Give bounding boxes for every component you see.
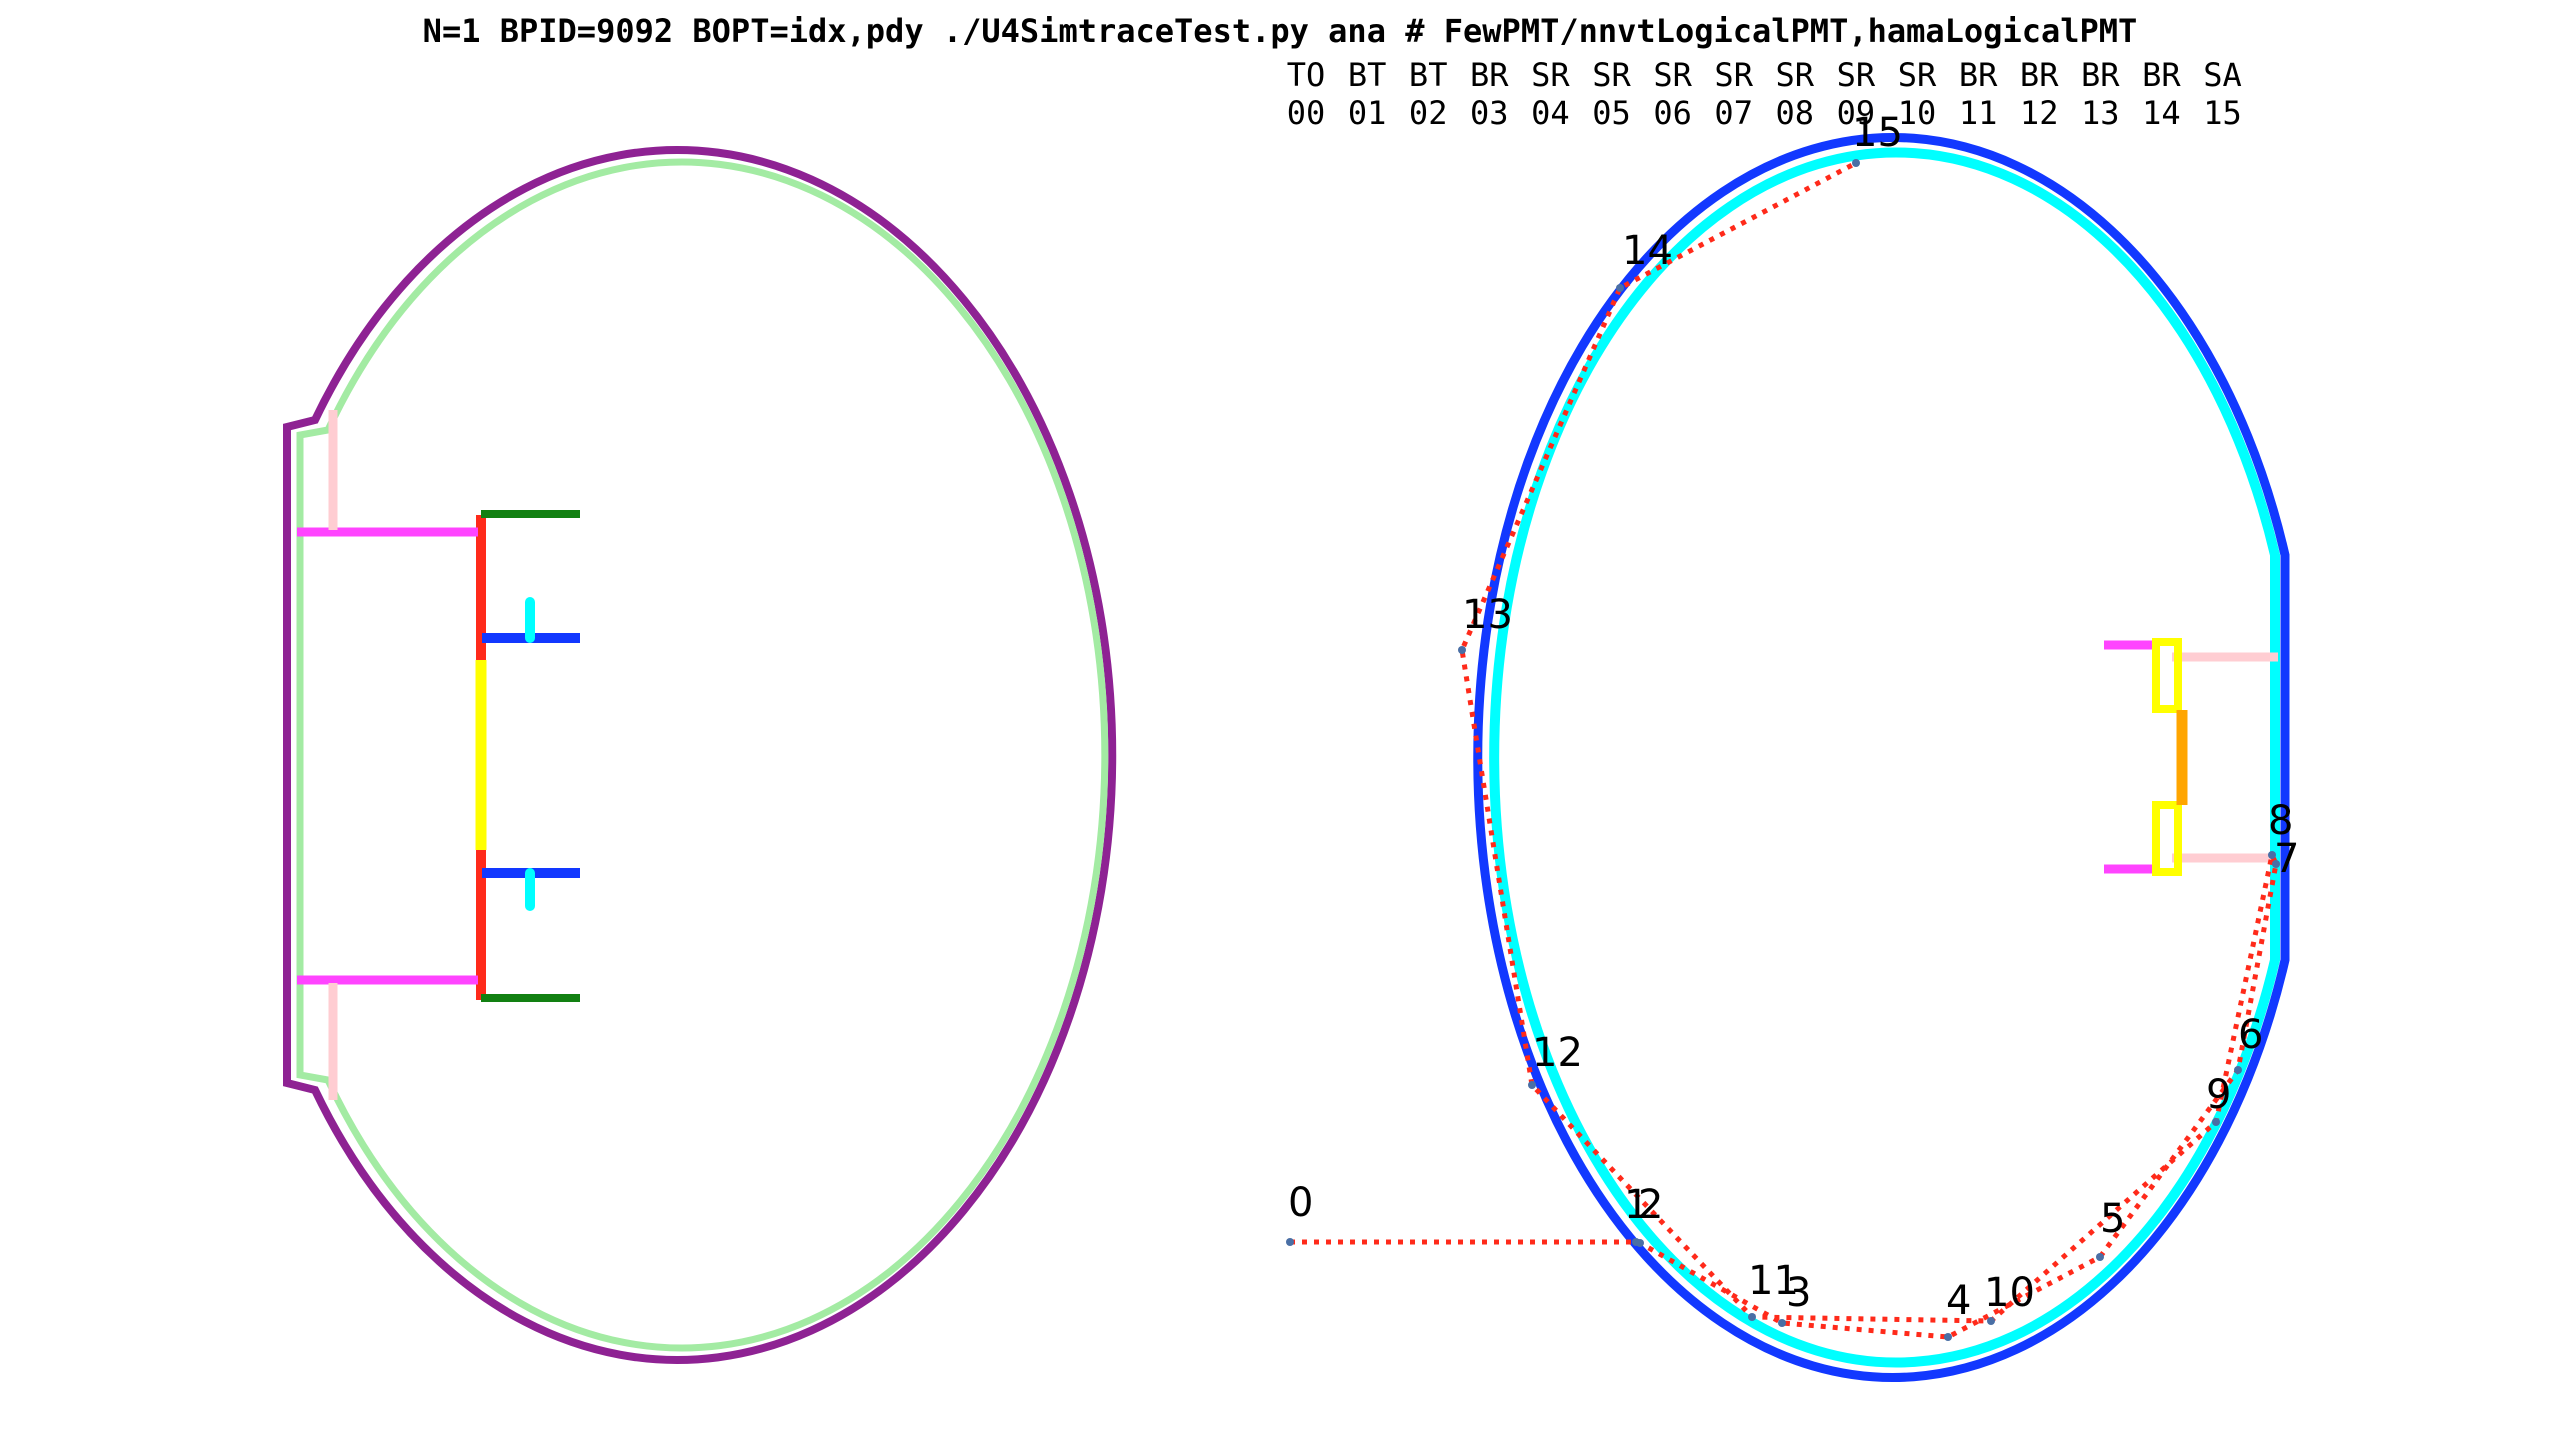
photon-point-7 bbox=[2272, 860, 2280, 868]
photon-point-5 bbox=[2096, 1253, 2104, 1261]
photon-point-15 bbox=[1852, 159, 1860, 167]
history-index-row: 00 01 02 03 04 05 06 07 08 09 10 11 12 13 14 15 bbox=[1287, 94, 2242, 132]
photon-point-4 bbox=[1944, 1333, 1952, 1341]
history-flag: SR bbox=[1776, 56, 1815, 94]
history-index: 01 bbox=[1348, 94, 1387, 132]
history-flag: TO bbox=[1287, 56, 1326, 94]
hama-pmt-panel bbox=[1473, 133, 2290, 1382]
history-flag: BR bbox=[1470, 56, 1509, 94]
history-index: 05 bbox=[1592, 94, 1631, 132]
history-flag: SR bbox=[1714, 56, 1753, 94]
history-index: 12 bbox=[2020, 94, 2059, 132]
photon-point-label: 15 bbox=[1852, 110, 1903, 156]
photon-point-6 bbox=[2234, 1066, 2242, 1074]
photon-point-label: 9 bbox=[2206, 1072, 2231, 1118]
photon-points bbox=[1286, 159, 2280, 1341]
history-flag: SA bbox=[2203, 56, 2242, 94]
hama-outer-envelope bbox=[1473, 133, 2290, 1382]
history-flag: BT bbox=[1409, 56, 1448, 94]
photon-point-2 bbox=[1636, 1239, 1644, 1247]
photon-point-14 bbox=[1616, 284, 1624, 292]
history-index: 15 bbox=[2203, 94, 2242, 132]
history-index: 02 bbox=[1409, 94, 1448, 132]
photon-point-label: 1 bbox=[1624, 1182, 1649, 1228]
nnvt-inner-envelope bbox=[296, 158, 1109, 1352]
history-flag: BR bbox=[2081, 56, 2120, 94]
photon-point-label: 11 bbox=[1748, 1258, 1799, 1304]
photon-point-label: 7 bbox=[2274, 836, 2299, 882]
history-flag: SR bbox=[1592, 56, 1631, 94]
hama-dynode-frame-bottom bbox=[2152, 801, 2182, 876]
history-flags-row: TO BT BT BR SR SR SR SR SR SR SR BR BR BR BR SA bbox=[1287, 56, 2242, 94]
photon-point-13 bbox=[1458, 646, 1466, 654]
photon-point-label: 2 bbox=[1638, 1182, 1663, 1228]
photon-point-9 bbox=[2212, 1118, 2220, 1126]
history-flag: SR bbox=[1531, 56, 1570, 94]
photon-point-3 bbox=[1778, 1319, 1786, 1327]
photon-point-label: 12 bbox=[1532, 1030, 1583, 1076]
figure-title: N=1 BPID=9092 BOPT=idx,pdy ./U4SimtraceT… bbox=[423, 12, 2138, 50]
photon-point-label: 13 bbox=[1462, 592, 1513, 638]
hama-inner-envelope bbox=[1489, 147, 2280, 1368]
history-index: 10 bbox=[1898, 94, 1937, 132]
history-flag: BT bbox=[1348, 56, 1387, 94]
history-index: 13 bbox=[2081, 94, 2120, 132]
history-index: 03 bbox=[1470, 94, 1509, 132]
history-index: 14 bbox=[2142, 94, 2181, 132]
history-index: 09 bbox=[1837, 94, 1876, 132]
history-flag: SR bbox=[1898, 56, 1937, 94]
history-flag: BR bbox=[1959, 56, 1998, 94]
photon-point-label: 8 bbox=[2268, 798, 2293, 844]
photon-point-label: 3 bbox=[1786, 1270, 1811, 1316]
history-index: 11 bbox=[1959, 94, 1998, 132]
photon-point-label: 5 bbox=[2100, 1196, 2125, 1242]
photon-point-label: 6 bbox=[2238, 1012, 2263, 1058]
photon-point-12 bbox=[1528, 1081, 1536, 1089]
nnvt-outer-envelope bbox=[283, 146, 1117, 1364]
photon-point-0 bbox=[1286, 1238, 1294, 1246]
history-flag: SR bbox=[1837, 56, 1876, 94]
nnvt-pmt-panel bbox=[283, 146, 1117, 1364]
history-index: 04 bbox=[1531, 94, 1570, 132]
history-index: 06 bbox=[1653, 94, 1692, 132]
history-flag: SR bbox=[1653, 56, 1692, 94]
history-index: 08 bbox=[1776, 94, 1815, 132]
photon-point-8 bbox=[2268, 851, 2276, 859]
history-index: 07 bbox=[1714, 94, 1753, 132]
history-index: 00 bbox=[1287, 94, 1326, 132]
photon-point-10 bbox=[1987, 1317, 1995, 1325]
photon-point-label: 4 bbox=[1946, 1278, 1971, 1324]
history-flag: BR bbox=[2142, 56, 2181, 94]
photon-point-11 bbox=[1748, 1313, 1756, 1321]
photon-point-label: 14 bbox=[1622, 228, 1673, 274]
history-flag: BR bbox=[2020, 56, 2059, 94]
photon-point-label: 0 bbox=[1288, 1180, 1313, 1226]
photon-point-label: 10 bbox=[1984, 1270, 2035, 1316]
hama-dynode-frame-top bbox=[2152, 638, 2182, 713]
photon-path bbox=[1290, 160, 2279, 1340]
